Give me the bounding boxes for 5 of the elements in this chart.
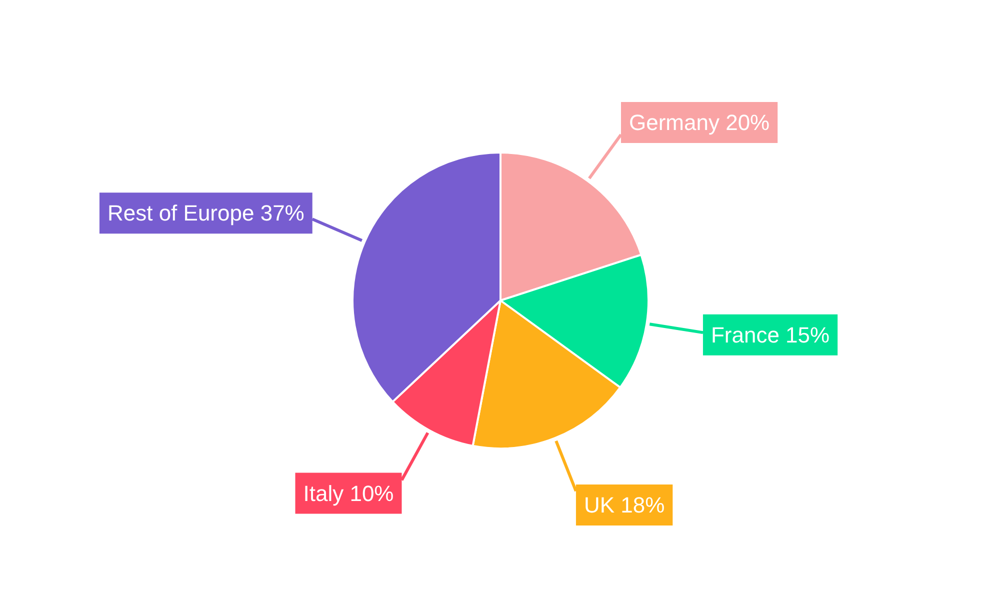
slice-label: Italy 10% xyxy=(303,480,394,506)
slice-label: France 15% xyxy=(710,322,830,348)
slice-label: Germany 20% xyxy=(628,110,770,136)
slice-label: UK 18% xyxy=(584,492,665,518)
slice-label: Rest of Europe 37% xyxy=(107,200,304,226)
